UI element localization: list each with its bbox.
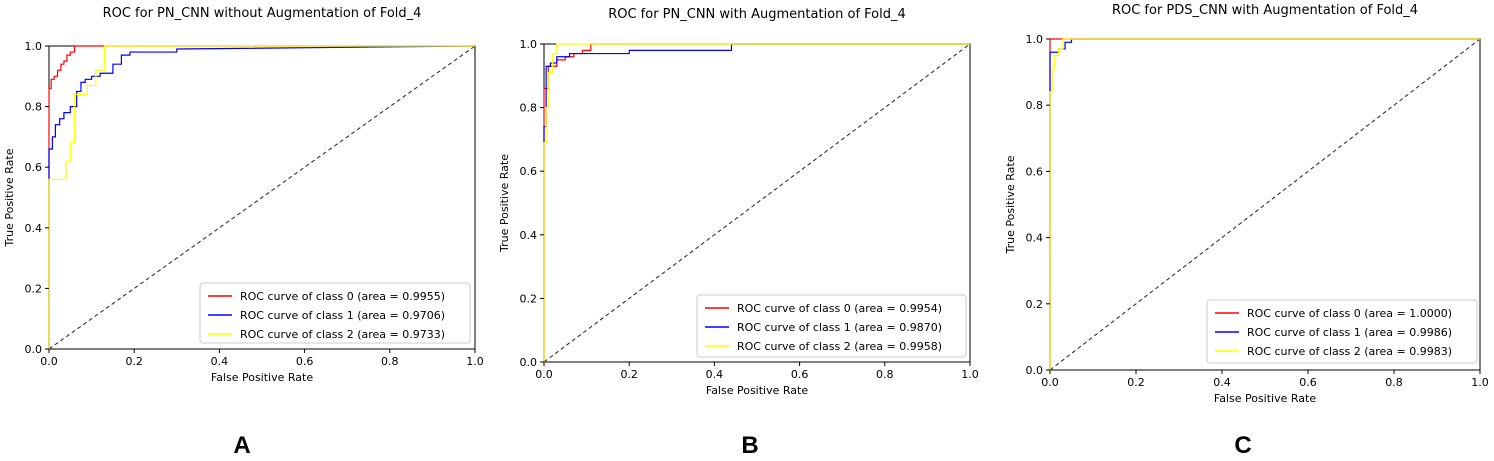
y-tick-label: 0.0 — [25, 343, 43, 356]
y-tick-label: 0.2 — [1026, 298, 1044, 311]
chart-title: ROC for PDS_CNN with Augmentation of Fol… — [1112, 3, 1418, 18]
roc-panel-b: 0.0 0.2 0.4 0.6 0.8 1.0 0.0 0.2 0.4 0.6 0.8 1.0 ROC … — [498, 7, 979, 397]
legend-entry-class-0: ROC curve of class 0 (area = 1.0000) — [1247, 307, 1452, 320]
x-tick-label: 1.0 — [961, 368, 979, 381]
panel-letter-c: C — [1234, 432, 1251, 459]
legend-box — [696, 294, 967, 358]
y-tick-label: 0.8 — [25, 101, 43, 114]
y-tick-label: 0.4 — [1026, 232, 1044, 245]
x-tick-label: 0.6 — [1299, 376, 1317, 389]
x-tick-label: 0.2 — [620, 368, 638, 381]
chance-diagonal-line — [543, 43, 971, 363]
y-tick-label: 0.6 — [520, 165, 538, 178]
x-tick-label: 0.0 — [40, 355, 58, 368]
y-tick-label: 0.0 — [1026, 364, 1044, 377]
x-tick-label: 1.0 — [466, 355, 484, 368]
panel-letter-b: B — [741, 432, 758, 459]
x-axis-label: False Positive Rate — [706, 384, 808, 397]
roc-panel-c: 0.0 0.2 0.4 0.6 0.8 1.0 0.0 0.2 0.4 0.6 0.8 1.0 ROC … — [1004, 3, 1489, 405]
x-tick-label: 0.0 — [1041, 376, 1059, 389]
x-tick-label: 0.0 — [535, 368, 553, 381]
y-tick-label: 0.0 — [520, 356, 538, 369]
y-tick-label: 0.4 — [25, 222, 43, 235]
legend-entry-class-2: ROC curve of class 2 (area = 0.9958) — [737, 340, 942, 353]
x-tick-label: 0.4 — [211, 355, 229, 368]
x-axis-label: False Positive Rate — [1214, 392, 1316, 405]
x-tick-label: 0.4 — [706, 368, 724, 381]
roc-curve-class-0 — [48, 45, 475, 349]
legend-entry-class-1: ROC curve of class 1 (area = 0.9706) — [240, 309, 445, 322]
y-tick-label: 0.2 — [25, 282, 43, 295]
x-tick-label: 0.4 — [1213, 376, 1231, 389]
x-tick-label: 0.8 — [381, 355, 399, 368]
y-axis-label: True Positive Rate — [1004, 155, 1017, 254]
x-tick-label: 0.8 — [876, 368, 894, 381]
y-tick-label: 1.0 — [520, 38, 538, 51]
x-tick-label: 0.2 — [125, 355, 143, 368]
legend-entry-class-0: ROC curve of class 0 (area = 0.9955) — [240, 290, 445, 303]
roc-curve-class-2 — [543, 43, 970, 362]
panel-letter-a: A — [233, 432, 250, 459]
chance-diagonal-line — [48, 45, 476, 350]
legend-box — [1206, 299, 1478, 364]
x-axis-label: False Positive Rate — [211, 371, 313, 384]
y-tick-label: 0.8 — [1026, 99, 1044, 112]
roc-curve-class-1 — [1049, 38, 1480, 370]
chart-title: ROC for PN_CNN without Augmentation of F… — [103, 6, 422, 21]
y-tick-label: 0.2 — [520, 292, 538, 305]
y-tick-label: 0.8 — [520, 102, 538, 115]
panel-letters: A B C — [233, 432, 1251, 459]
x-tick-label: 0.6 — [296, 355, 314, 368]
legend-entry-class-2: ROC curve of class 2 (area = 0.9733) — [240, 328, 445, 341]
legend-entry-class-1: ROC curve of class 1 (area = 0.9986) — [1247, 326, 1452, 339]
roc-panel-a: 0.0 0.2 0.4 0.6 0.8 1.0 0.0 0.2 0.4 0.6 0.8 1.0 ROC … — [3, 6, 484, 384]
roc-curve-class-1 — [543, 43, 970, 362]
legend-entry-class-1: ROC curve of class 1 (area = 0.9870) — [737, 321, 942, 334]
chart-title: ROC for PN_CNN with Augmentation of Fold… — [608, 7, 906, 22]
y-axis-label: True Positive Rate — [498, 154, 511, 253]
roc-curve-class-1 — [48, 45, 476, 349]
y-tick-label: 0.4 — [520, 229, 538, 242]
x-tick-label: 0.8 — [1385, 376, 1403, 389]
x-tick-label: 1.0 — [1471, 376, 1489, 389]
y-tick-label: 0.6 — [1026, 165, 1044, 178]
legend-box — [199, 282, 471, 344]
y-tick-label: 1.0 — [1026, 33, 1044, 46]
y-axis-label: True Positive Rate — [3, 148, 16, 247]
roc-curve-class-2 — [1049, 38, 1480, 370]
y-tick-label: 0.6 — [25, 161, 43, 174]
y-tick-label: 1.0 — [25, 40, 43, 53]
x-tick-label: 0.2 — [1127, 376, 1145, 389]
legend-entry-class-2: ROC curve of class 2 (area = 0.9983) — [1247, 345, 1452, 358]
legend-entry-class-0: ROC curve of class 0 (area = 0.9954) — [737, 302, 942, 315]
x-tick-label: 0.6 — [791, 368, 809, 381]
roc-curve-class-2 — [48, 45, 475, 349]
